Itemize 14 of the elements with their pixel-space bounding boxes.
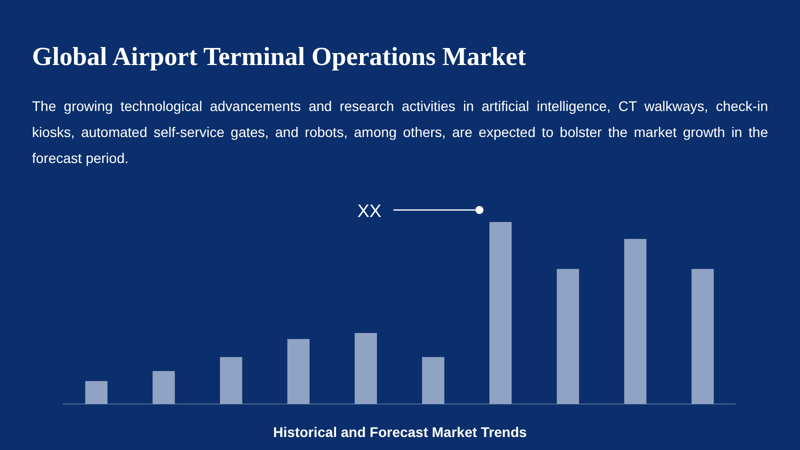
bar [152, 371, 175, 404]
text: XX [357, 201, 382, 221]
bar [220, 357, 242, 404]
bar [489, 222, 512, 404]
chart-title: Global Airport Terminal Operations Market [32, 42, 526, 72]
chart-subtitle: The growing technological advancements and research activities in artificial intelligence, CT walkways, check-in kiosks, automated self-service gates, and robots, among others, are expected to bolster the market growth in the forecast period. [32, 97, 768, 168]
bar [624, 238, 646, 404]
bar [354, 333, 377, 404]
bar [692, 268, 714, 404]
bar [85, 381, 108, 404]
bar [287, 339, 310, 404]
x-axis-title: Historical and Forecast Market Trends [273, 424, 528, 440]
bar [556, 268, 580, 404]
bar [422, 357, 444, 404]
